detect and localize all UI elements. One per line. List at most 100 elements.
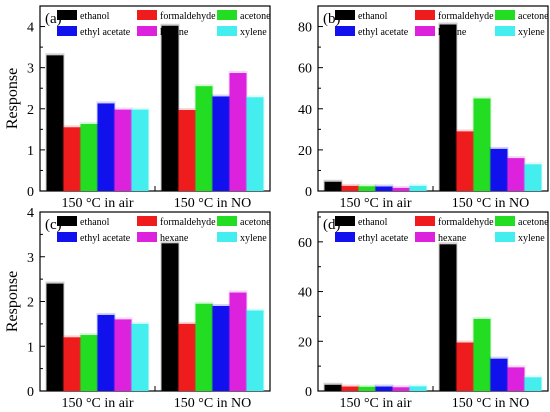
bar-ethyl-acetate-1 <box>97 314 115 391</box>
bar-hexane-1 <box>392 387 410 391</box>
legend-entry: acetone <box>518 11 549 22</box>
legend-entry: formaldehyde <box>438 11 494 22</box>
bar-formaldehyde-2 <box>456 131 474 191</box>
x-tick-label: 150 °C in NO <box>452 396 530 411</box>
bar-acetone-2 <box>195 303 213 391</box>
chart-panel-1: 150 °C in air 150 °C in NO01234Response(a… <box>4 5 271 211</box>
legend-entry: xylene <box>518 233 545 244</box>
bar-ethyl-acetate-2 <box>490 148 508 191</box>
bar-formaldehyde-1 <box>63 337 81 391</box>
legend-entry: xylene <box>240 27 267 38</box>
x-tick-label: 150 °C in air <box>339 196 411 211</box>
bar-formaldehyde-1 <box>341 185 359 191</box>
bar-xylene-2 <box>524 377 542 391</box>
y-tick-label: 80 <box>298 21 312 36</box>
y-tick-label: 20 <box>298 144 312 159</box>
legend-swatch <box>415 216 435 226</box>
legend-swatch <box>415 10 435 20</box>
legend-entry: xylene <box>518 27 545 38</box>
legend-swatch <box>335 26 355 36</box>
legend-swatch <box>137 26 157 36</box>
legend-swatch <box>335 10 355 20</box>
legend-entry: ethanol <box>358 11 388 22</box>
y-axis-title: Response <box>4 271 21 332</box>
y-tick-label: 4 <box>27 206 34 221</box>
legend-swatch <box>217 232 237 242</box>
y-tick-label: 0 <box>305 185 312 200</box>
y-tick-label: 0 <box>305 385 312 400</box>
y-tick-label: 4 <box>27 21 34 36</box>
legend-swatch <box>57 26 77 36</box>
y-tick-label: 3 <box>27 62 34 77</box>
bar-ethyl-acetate-1 <box>375 386 393 391</box>
bar-xylene-1 <box>409 386 427 391</box>
bar-xylene-2 <box>524 164 542 191</box>
legend-entry: hexane <box>160 27 189 38</box>
bar-hexane-2 <box>229 73 247 191</box>
legend-swatch <box>137 10 157 20</box>
legend-entry: hexane <box>160 233 189 244</box>
x-tick-label: 150 °C in NO <box>174 196 252 211</box>
y-tick-label: 0 <box>27 185 34 200</box>
bar-hexane-2 <box>507 158 525 191</box>
legend-entry: ethanol <box>80 217 110 228</box>
legend-swatch <box>57 216 77 226</box>
bar-hexane-1 <box>392 187 410 191</box>
legend-entry: formaldehyde <box>160 11 216 22</box>
bar-ethanol-1 <box>46 55 64 192</box>
y-axis-title: Response <box>4 68 21 129</box>
y-tick-label: 2 <box>27 296 34 311</box>
x-tick-label: 150 °C in NO <box>452 196 530 211</box>
bar-formaldehyde-2 <box>456 342 474 391</box>
legend-entry: ethyl acetate <box>358 27 409 38</box>
y-tick-label: 1 <box>27 340 34 355</box>
legend-swatch <box>57 232 77 242</box>
legend-swatch <box>495 10 515 20</box>
legend-entry: ethanol <box>358 217 388 228</box>
bar-ethanol-2 <box>439 244 457 391</box>
bar-hexane-2 <box>507 367 525 391</box>
bar-ethyl-acetate-2 <box>490 358 508 391</box>
bar-formaldehyde-1 <box>341 386 359 391</box>
bar-ethanol-2 <box>439 24 457 191</box>
legend-swatch <box>495 232 515 242</box>
legend-entry: ethanol <box>80 11 110 22</box>
y-tick-label: 2 <box>27 103 34 118</box>
y-tick-label: 60 <box>298 62 312 77</box>
y-tick-label: 40 <box>298 103 312 118</box>
bar-acetone-1 <box>80 123 98 191</box>
bar-xylene-1 <box>409 185 427 191</box>
bar-ethanol-2 <box>161 243 179 391</box>
legend-swatch <box>335 232 355 242</box>
legend-entry: acetone <box>240 217 271 228</box>
legend-entry: hexane <box>438 233 467 244</box>
legend-entry: formaldehyde <box>160 217 216 228</box>
legend-entry: ethyl acetate <box>358 233 409 244</box>
legend-swatch <box>495 216 515 226</box>
legend-swatch <box>495 26 515 36</box>
legend-entry: ethyl acetate <box>80 27 131 38</box>
bar-ethyl-acetate-2 <box>212 305 230 391</box>
legend-entry: acetone <box>518 217 549 228</box>
bar-acetone-1 <box>80 335 98 391</box>
bar-acetone-1 <box>358 386 376 391</box>
legend-entry: acetone <box>240 11 271 22</box>
x-tick-label: 150 °C in air <box>61 196 133 211</box>
bar-hexane-1 <box>114 319 132 391</box>
bar-formaldehyde-1 <box>63 127 81 191</box>
bar-acetone-1 <box>358 186 376 191</box>
bar-ethanol-1 <box>324 181 342 191</box>
bar-xylene-2 <box>246 310 264 391</box>
bar-hexane-1 <box>114 109 132 191</box>
x-tick-label: 150 °C in air <box>61 396 133 411</box>
legend-entry: formaldehyde <box>438 217 494 228</box>
bar-acetone-2 <box>473 318 491 391</box>
bar-hexane-2 <box>229 292 247 391</box>
chart-panel-3: 150 °C in air 150 °C in NO01234Response(c… <box>4 206 271 411</box>
legend-entry: xylene <box>240 233 267 244</box>
legend-swatch <box>57 10 77 20</box>
y-tick-label: 40 <box>298 286 312 301</box>
